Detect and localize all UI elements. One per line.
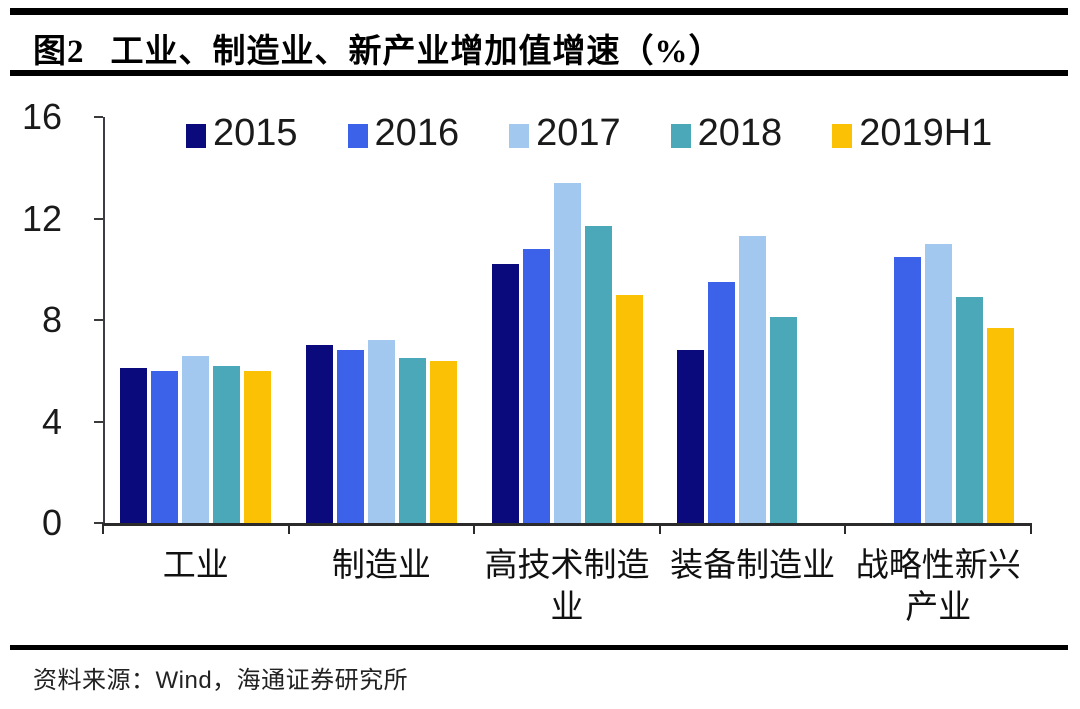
bar-2017-装备制造业 [739, 236, 767, 523]
legend-label: 2019H1 [859, 112, 993, 154]
y-axis-tick-label: 4 [41, 400, 62, 442]
legend-label: 2016 [374, 112, 460, 154]
bar-2016-制造业 [336, 350, 364, 523]
legend-swatch-icon [670, 123, 691, 148]
bar-2016-高技术制造业 [522, 248, 550, 523]
legend: 2015 2016 2017 2018 2019H1 [186, 112, 992, 155]
bottom-rule [10, 645, 1068, 650]
bar-2015-装备制造业 [677, 350, 705, 523]
x-category-label: 制造业 [331, 548, 431, 584]
y-axis-tick-mark [94, 522, 103, 524]
y-axis-tick-label: 0 [41, 502, 62, 543]
bar-2015-制造业 [305, 345, 333, 523]
source-note: 资料来源：Wind，海通证券研究所 [33, 667, 409, 694]
x-axis-line [103, 523, 1031, 526]
legend-item-2018: 2018 [670, 112, 783, 155]
chart-title-text: 工业、制造业、新产业增加值增速（%） [110, 34, 723, 70]
title-divider-rule [10, 70, 1068, 76]
x-category-label: 高技术制造业 [484, 548, 650, 627]
x-axis-tick-mark [658, 523, 661, 534]
x-category-label: 装备制造业 [670, 548, 836, 584]
legend-swatch-icon [832, 123, 853, 148]
bar-2019H1-制造业 [429, 360, 457, 523]
bar-2016-战略性新兴产业 [893, 256, 921, 523]
bar-2017-战略性新兴产业 [924, 243, 952, 523]
legend-item-2016: 2016 [347, 112, 460, 155]
legend-label: 2015 [213, 112, 298, 154]
y-axis-tick-mark [94, 217, 103, 220]
bar-2015-工业 [120, 368, 148, 523]
bar-2017-高技术制造业 [553, 182, 581, 523]
legend-swatch-icon [347, 123, 368, 148]
x-axis-tick-mark [473, 523, 476, 534]
legend-swatch-icon [509, 123, 530, 148]
bar-2017-制造业 [367, 340, 395, 523]
y-axis-line [103, 117, 105, 526]
bar-2019H1-工业 [244, 370, 272, 523]
y-axis-tick-label: 16 [21, 96, 62, 137]
x-axis-tick-mark [287, 523, 290, 534]
y-axis-tick-mark [94, 116, 103, 118]
legend-item-2017: 2017 [509, 112, 621, 155]
bar-2015-高技术制造业 [491, 264, 519, 523]
bar-2016-工业 [151, 370, 179, 523]
x-category-label: 战略性新兴产业 [855, 548, 1021, 627]
legend-item-2019H1: 2019H1 [832, 112, 992, 155]
bar-2018-装备制造业 [770, 317, 798, 523]
bar-2018-战略性新兴产业 [955, 297, 983, 523]
y-axis-tick-label: 12 [21, 197, 62, 239]
legend-label: 2017 [536, 112, 621, 154]
legend-swatch-icon [186, 123, 206, 148]
legend-label: 2018 [697, 112, 783, 154]
bar-2019H1-战略性新兴产业 [986, 327, 1014, 523]
chart-title-prefix: 图2 [33, 34, 85, 70]
bar-2018-制造业 [398, 358, 426, 523]
bar-2019H1-高技术制造业 [615, 294, 643, 523]
bar-2018-高技术制造业 [584, 226, 612, 523]
y-axis-tick-label: 8 [41, 299, 62, 340]
y-axis-tick-mark [94, 319, 103, 321]
bar-2016-装备制造业 [708, 281, 736, 523]
x-category-label: 工业 [162, 548, 229, 584]
top-rule [10, 8, 1068, 15]
bar-2017-工业 [182, 355, 210, 523]
legend-item-2015: 2015 [186, 112, 298, 155]
chart-title: 图2 工业、制造业、新产业增加值增速（%） [33, 24, 723, 72]
y-axis-tick-mark [94, 420, 103, 423]
x-axis-tick-mark [102, 523, 104, 534]
x-axis-tick-mark [844, 523, 847, 534]
x-axis-tick-mark [1030, 523, 1032, 534]
bar-2018-工业 [213, 365, 241, 523]
